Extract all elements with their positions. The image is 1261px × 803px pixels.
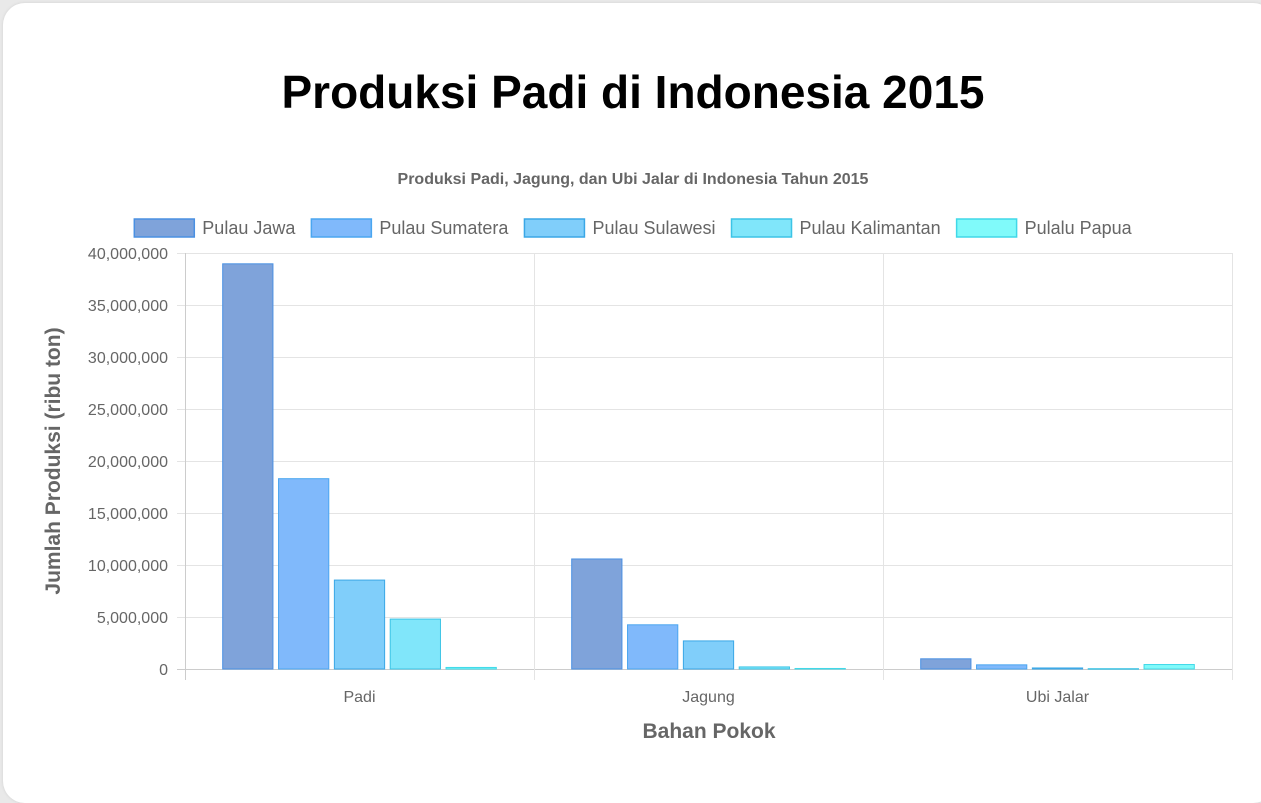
y-axis-ticks: 0 5,000,000 10,000,000 15,000,000 20,000,000… bbox=[88, 246, 168, 679]
legend-swatch bbox=[955, 218, 1018, 238]
legend-swatch bbox=[523, 218, 586, 238]
legend-label: Pulau Sulawesi bbox=[592, 218, 715, 238]
legend-item[interactable]: Pulau Kalimantan bbox=[730, 218, 941, 238]
legend-label: Pulau Kalimantan bbox=[800, 218, 941, 238]
bar[interactable] bbox=[278, 478, 330, 670]
legend-swatch bbox=[730, 218, 793, 238]
y-tick-label: 5,000,000 bbox=[97, 610, 168, 627]
legend-item[interactable]: Pulau Jawa bbox=[133, 218, 296, 238]
bar[interactable] bbox=[1143, 664, 1195, 670]
bar[interactable] bbox=[1031, 667, 1084, 670]
y-tick-label: 25,000,000 bbox=[88, 402, 168, 419]
legend-item[interactable]: Pulau Sulawesi bbox=[523, 218, 716, 238]
bars bbox=[222, 263, 1195, 670]
y-tick-label: 0 bbox=[159, 662, 168, 679]
bar[interactable] bbox=[222, 263, 274, 670]
legend-swatch bbox=[310, 218, 373, 238]
bar[interactable] bbox=[682, 640, 735, 670]
x-axis-ticks: Padi Jagung Ubi Jalar bbox=[343, 689, 1089, 706]
bar[interactable] bbox=[571, 558, 623, 670]
bar[interactable] bbox=[389, 618, 441, 670]
x-tick-label: Ubi Jalar bbox=[1026, 689, 1090, 706]
y-tick-label: 40,000,000 bbox=[88, 246, 168, 263]
bar[interactable] bbox=[1087, 668, 1139, 670]
bar[interactable] bbox=[976, 664, 1028, 670]
bar[interactable] bbox=[445, 666, 497, 670]
y-tick-label: 10,000,000 bbox=[88, 558, 168, 575]
y-tick-label: 15,000,000 bbox=[88, 506, 168, 523]
x-axis-label: Bahan Pokok bbox=[642, 720, 775, 743]
legend-item[interactable]: Pulau Sumatera bbox=[310, 218, 509, 238]
chart-legend: Pulau Jawa Pulau Sumatera Pulau Sulawesi Pu… bbox=[133, 218, 1133, 238]
legend-swatch bbox=[133, 218, 196, 238]
x-tick-label: Padi bbox=[343, 689, 375, 706]
y-tick-label: 30,000,000 bbox=[88, 350, 168, 367]
bar[interactable] bbox=[627, 624, 679, 670]
bar-chart: Produksi Padi, Jagung, dan Ubi Jalar di … bbox=[42, 171, 1233, 743]
y-tick-label: 20,000,000 bbox=[88, 454, 168, 471]
page-title: Produksi Padi di Indonesia 2015 bbox=[281, 66, 985, 118]
bar[interactable] bbox=[920, 658, 972, 670]
grid-lines bbox=[177, 253, 1233, 680]
chart-title: Produksi Padi, Jagung, dan Ubi Jalar di … bbox=[398, 171, 869, 188]
legend-label: Pulau Jawa bbox=[202, 218, 296, 238]
bar[interactable] bbox=[333, 579, 386, 670]
x-tick-label: Jagung bbox=[682, 689, 735, 706]
legend-label: Pulalu Papua bbox=[1025, 218, 1133, 238]
legend-label: Pulau Sumatera bbox=[379, 218, 509, 238]
legend-item[interactable]: Pulalu Papua bbox=[955, 218, 1133, 238]
bar[interactable] bbox=[738, 666, 790, 670]
y-tick-label: 35,000,000 bbox=[88, 298, 168, 315]
bar[interactable] bbox=[794, 667, 846, 670]
y-axis-label: Jumlah Produksi (ribu ton) bbox=[42, 327, 65, 594]
